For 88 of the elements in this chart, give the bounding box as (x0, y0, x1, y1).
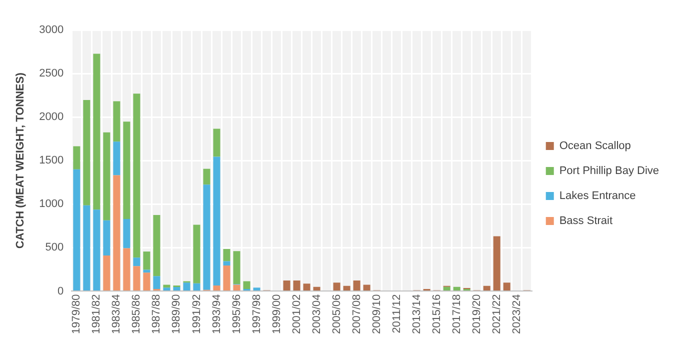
bar (73, 146, 80, 170)
x-tick-label: 1999/00 (270, 294, 283, 334)
legend-label: Ocean Scallop (559, 140, 631, 152)
x-tick-label: 2005/06 (330, 294, 343, 334)
bar (103, 132, 110, 220)
bar (153, 276, 160, 290)
x-tick-label: 1985/86 (130, 294, 143, 334)
x-tick-label: 2019/20 (470, 294, 483, 334)
bar (103, 255, 110, 290)
x-tick-label: 2013/14 (410, 294, 423, 334)
legend-label: Bass Strait (559, 215, 613, 228)
y-tick-label: 500 (45, 242, 64, 254)
bar (503, 282, 510, 290)
bar (93, 54, 100, 210)
x-tick-label: 2001/02 (290, 294, 303, 334)
legend-label: Lakes Entrance (559, 190, 636, 202)
x-tick-label: 2021/22 (490, 294, 503, 334)
bar (193, 224, 200, 284)
x-tick-label: 1993/94 (210, 294, 223, 334)
bar (123, 122, 130, 219)
bar (493, 236, 500, 290)
bar (133, 94, 140, 258)
bar (353, 280, 360, 290)
x-tick-label: 1997/98 (250, 294, 263, 334)
bar (113, 101, 120, 142)
bar (73, 169, 80, 290)
y-axis-title: CATCH (MEAT WEIGHT, TONNES) (14, 72, 27, 249)
bar (283, 280, 290, 290)
bar (143, 272, 150, 290)
bar (243, 281, 250, 290)
bar (223, 261, 230, 266)
y-tick-label: 2500 (39, 68, 64, 80)
bar (153, 215, 160, 276)
bar (293, 280, 300, 290)
bar (223, 265, 230, 290)
x-tick-label: 2003/04 (310, 294, 323, 334)
bar (343, 286, 350, 290)
x-tick-label: 2011/12 (390, 294, 403, 334)
bar (103, 220, 110, 256)
bar (113, 142, 120, 176)
x-tick-label: 2017/18 (450, 294, 463, 334)
bar (203, 168, 210, 185)
bar (233, 284, 240, 290)
bar (143, 270, 150, 273)
bar (303, 284, 310, 290)
bar (133, 266, 140, 290)
x-tick-label: 1989/90 (170, 294, 183, 334)
bar (213, 285, 220, 290)
bar (83, 100, 90, 206)
x-tick-label: 2023/24 (510, 294, 523, 334)
bar (313, 286, 320, 290)
legend-label: Port Phillip Bay Dive (559, 165, 660, 178)
y-tick-label: 2000 (39, 111, 64, 124)
bar (113, 175, 120, 290)
x-tick-label: 1981/82 (90, 294, 103, 334)
bar (443, 286, 450, 290)
bar (203, 184, 210, 290)
x-tick-label: 1983/84 (110, 294, 123, 334)
bar (93, 210, 100, 290)
bar (453, 286, 460, 290)
bar (223, 249, 230, 262)
bar (233, 251, 240, 284)
x-tick-label: 1991/92 (190, 294, 203, 334)
x-tick-label: 1979/80 (70, 294, 83, 334)
x-tick-label: 2015/16 (430, 294, 443, 334)
y-tick-label: 1000 (39, 198, 64, 210)
bar (133, 258, 140, 266)
bar (163, 288, 170, 290)
bar (183, 282, 190, 290)
y-tick-label: 0 (58, 285, 64, 298)
bar (333, 282, 340, 290)
x-tick-label: 1995/96 (230, 294, 243, 334)
bar (193, 283, 200, 290)
bar (213, 128, 220, 157)
y-tick-label: 1500 (39, 154, 64, 167)
y-tick-label: 3000 (39, 24, 64, 36)
x-tick-label: 2007/08 (350, 294, 363, 334)
x-tick-label: 1987/88 (150, 294, 163, 334)
bar (253, 288, 260, 290)
bar (83, 205, 90, 290)
bar (123, 218, 130, 248)
bar (483, 286, 490, 290)
bar (213, 156, 220, 286)
bar (143, 252, 150, 270)
bar (123, 248, 130, 290)
bar (173, 286, 180, 290)
x-tick-label: 2009/10 (370, 294, 383, 334)
bar (363, 284, 370, 290)
